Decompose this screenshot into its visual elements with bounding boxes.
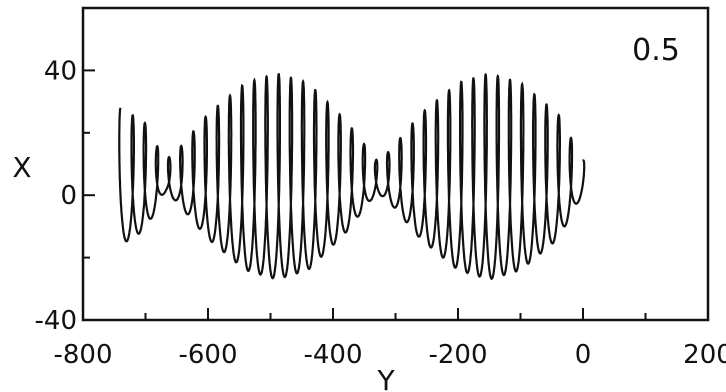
x-tick-label: -600 (178, 340, 237, 370)
x-tick-label: 0 (575, 340, 592, 370)
x-tick-label: -800 (53, 340, 112, 370)
trajectory-line (118, 72, 586, 280)
annotation-label: 0.5 (632, 33, 680, 68)
y-tick-label: -40 (35, 306, 77, 336)
axis-ticks (82, 7, 709, 321)
x-axis-title: Y (376, 364, 395, 392)
y-tick-label: 0 (60, 181, 77, 211)
x-tick-label: -200 (428, 340, 487, 370)
plot-frame (81, 6, 710, 322)
y-tick-label: 40 (44, 56, 77, 86)
x-tick-label: 200 (683, 340, 726, 370)
x-tick-label: -400 (303, 340, 362, 370)
y-axis-title: X (12, 151, 31, 184)
